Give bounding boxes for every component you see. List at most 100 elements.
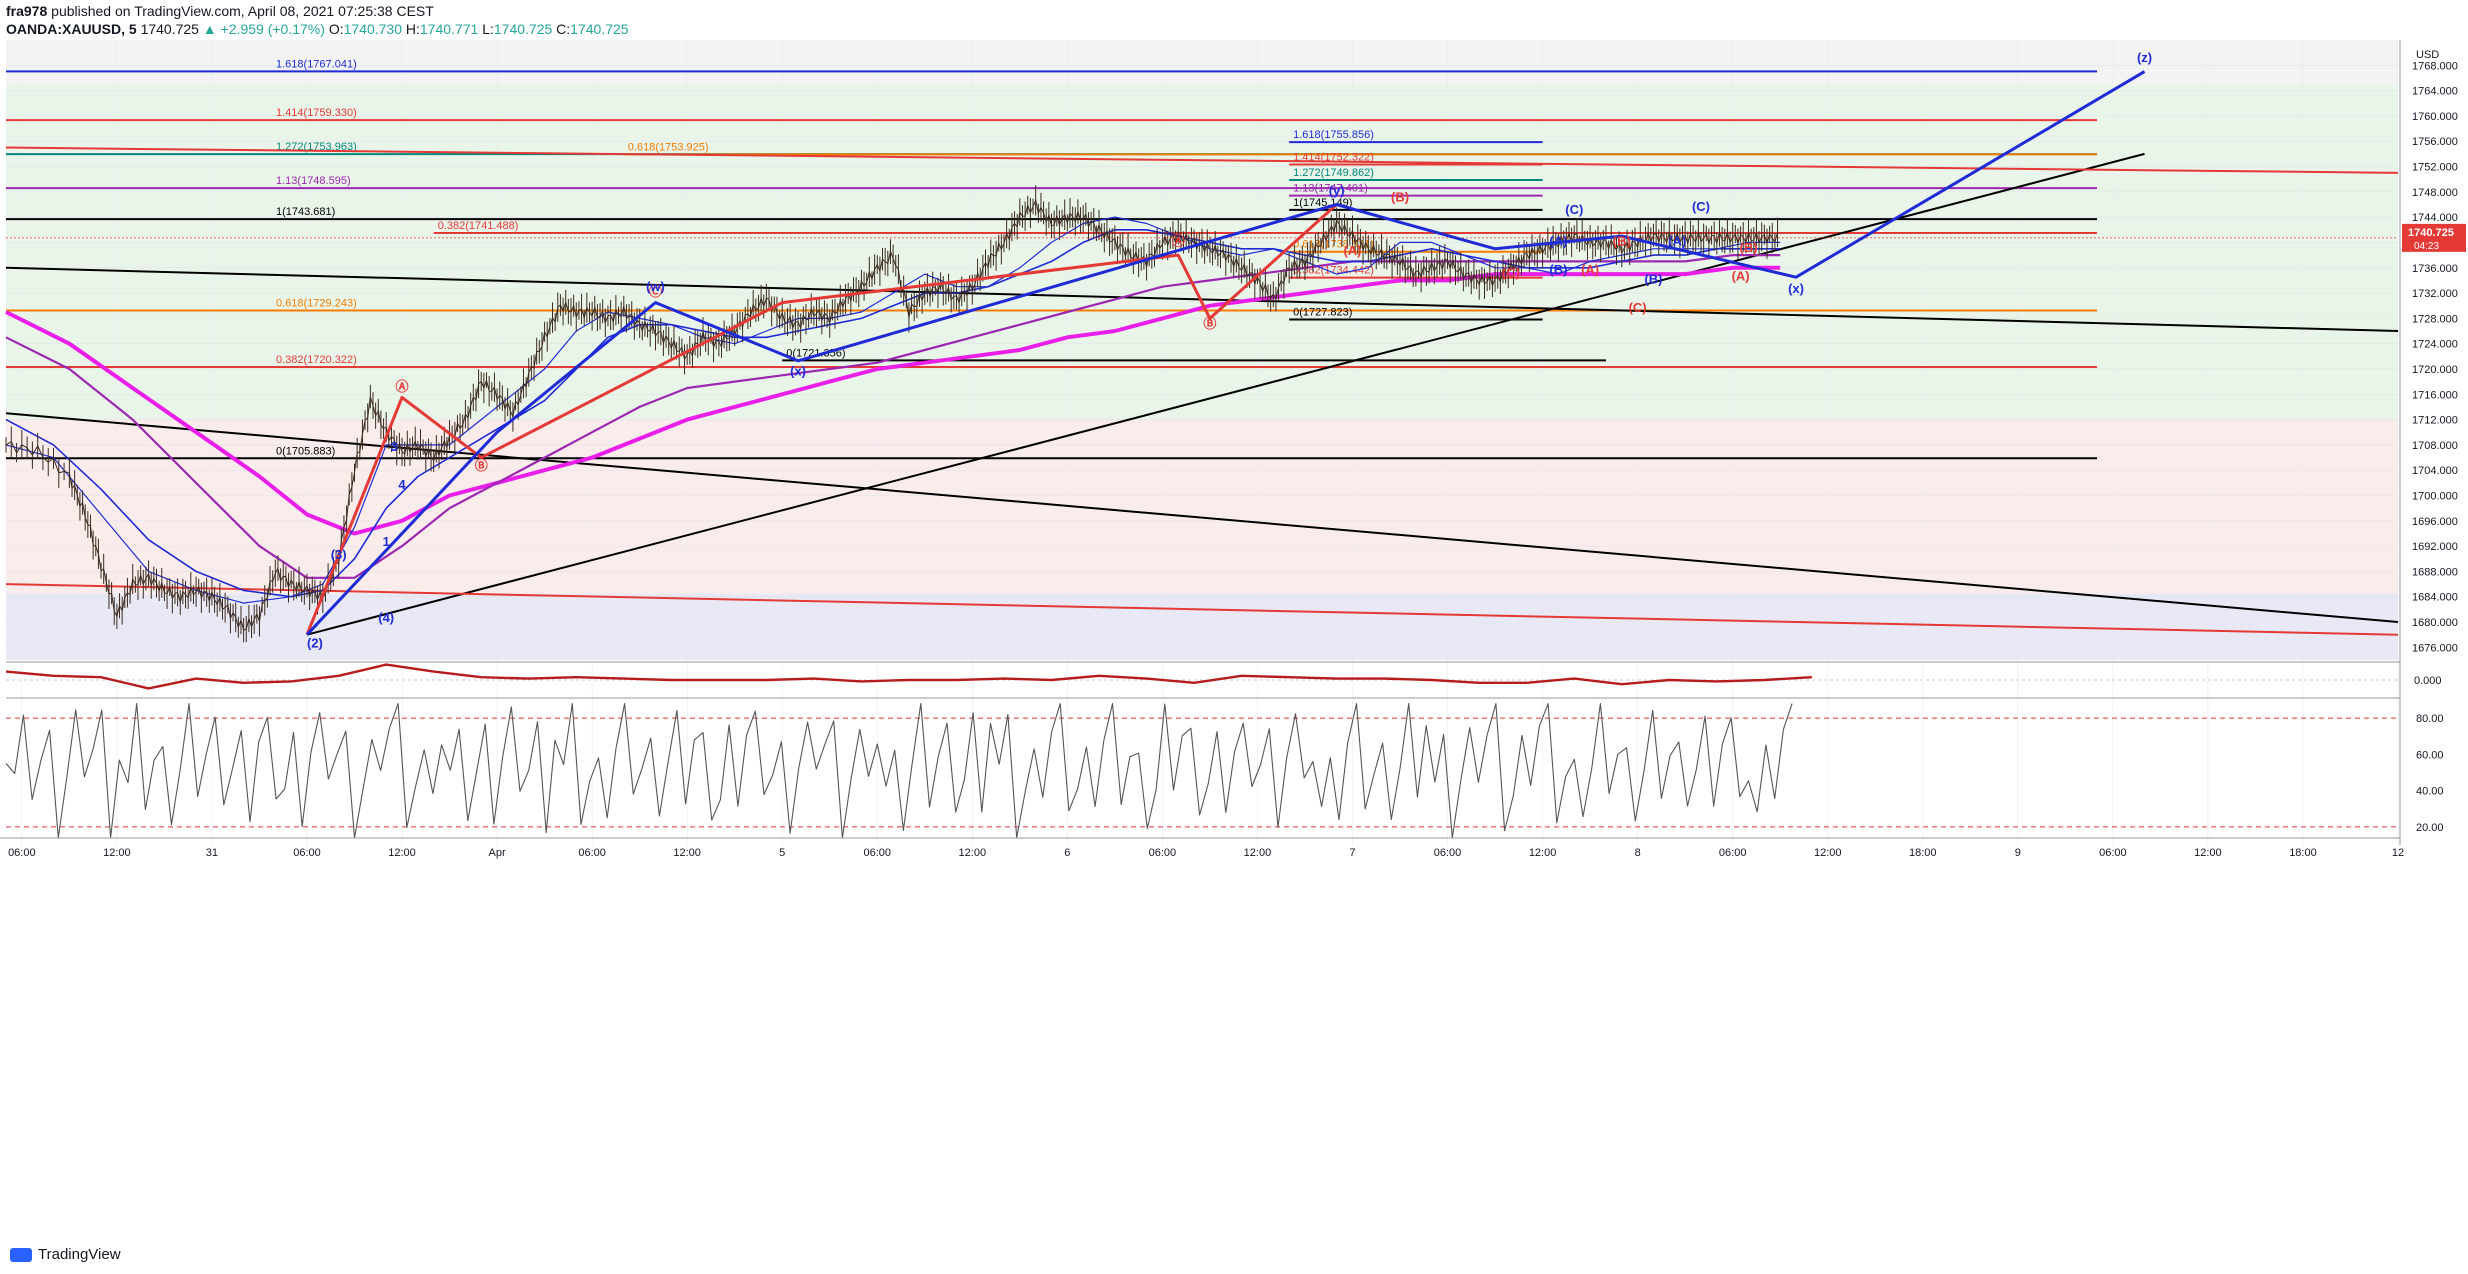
wave-label: (C)	[1502, 265, 1520, 280]
open-value: 1740.730	[343, 21, 402, 37]
wave-label: (x)	[1788, 281, 1804, 296]
high-label: H:	[405, 21, 420, 37]
oscillator-pane-2	[5, 697, 2400, 839]
wave-label: Ⓐ	[396, 379, 409, 394]
chart-header: fra978 published on TradingView.com, Apr…	[6, 2, 629, 38]
fib-label: 0.382(1741.488)	[438, 220, 519, 232]
up-channel-black	[306, 152, 2145, 636]
time-tick: 06:00	[863, 847, 891, 859]
price-tick: 1684.000	[2412, 592, 2458, 604]
wave-label: 3	[390, 439, 397, 454]
price-tick: 1764.000	[2412, 86, 2458, 98]
price-tick: 1732.000	[2412, 288, 2458, 300]
price-axis[interactable]: 1676.000 1680.000 1684.000 1688.000 1692.000…	[2399, 40, 2468, 845]
fib-levels: 1.618(1767.041)1.414(1759.330)1.272(1753…	[6, 58, 2098, 460]
red-long-trend	[5, 146, 2399, 174]
zone-top	[6, 40, 2398, 85]
time-tick: 06:00	[1149, 847, 1177, 859]
time-tick: 12:00	[959, 847, 987, 859]
price-tick: 1680.000	[2412, 617, 2458, 629]
ohlc-line: OANDA:XAUUSD, 5 1740.725 ▲ +2.959 (+0.17…	[6, 20, 629, 38]
time-tick: 7	[1349, 847, 1355, 859]
wave-paths	[305, 70, 2146, 636]
fib-label: 1.618(1767.041)	[276, 58, 357, 70]
fib-label: 1.414(1759.330)	[276, 107, 357, 119]
wave-label: (B)	[1391, 189, 1409, 204]
wave-label: (A)	[1668, 234, 1686, 249]
osc2-tick: 20.00	[2416, 822, 2444, 834]
time-axis[interactable]: 06:00 12:00 31 06:00 12:00 Apr 06:00 12:00 5 06:0…	[0, 837, 2404, 859]
wave-label: (x)	[790, 363, 806, 378]
price-tick: 1712.000	[2412, 415, 2458, 427]
high-value: 1740.771	[419, 21, 479, 37]
fib-label: 1.13(1747.401)	[1293, 183, 1368, 195]
wave-label: Ⓑ	[475, 458, 488, 473]
time-tick: 12:00	[1244, 847, 1272, 859]
published-text: published on TradingView.com, April 08, …	[51, 3, 434, 19]
footer: TradingView	[10, 1246, 121, 1263]
grid-lines	[6, 40, 2399, 845]
fib-label: 1.272(1749.862)	[1293, 167, 1374, 179]
price-tick: 1696.000	[2412, 516, 2458, 528]
ma-blue-slow	[5, 229, 1781, 598]
wave-label: (A)	[1343, 243, 1361, 258]
wave-label: (4)	[378, 610, 394, 625]
wave-label: (B)	[1644, 272, 1662, 287]
currency-label: USD	[2416, 49, 2439, 61]
price-change: ▲ +2.959 (+0.17%)	[202, 21, 325, 37]
wave-label: (B)	[1739, 240, 1757, 255]
time-tick: 06:00	[578, 847, 606, 859]
time-tick: 12:00	[2194, 847, 2222, 859]
fib-label: 1(1743.681)	[276, 206, 335, 218]
wave-label: (3)	[331, 547, 347, 562]
red-impulse	[305, 203, 1338, 636]
time-tick: 18:00	[1909, 847, 1937, 859]
wave-label: (C)	[1692, 199, 1710, 214]
price-tick: 1708.000	[2412, 440, 2458, 452]
fib-label: 0.618(1729.243)	[276, 298, 357, 310]
close-value: 1740.725	[570, 21, 629, 37]
low-value: 1740.725	[493, 21, 553, 37]
wave-labels: (2) (3) (4) 1 3 4 Ⓐ Ⓑ Ⓒ(w) (x) Ⓐ Ⓑ (y) (B) (A) (C) (C) (A…	[307, 50, 2152, 650]
publish-line: fra978 published on TradingView.com, Apr…	[6, 2, 629, 20]
time-tick: 9	[2015, 847, 2021, 859]
fib-label: 0(1727.823)	[1293, 306, 1352, 318]
wave-label: Ⓑ	[1203, 316, 1216, 331]
publisher-name[interactable]: fra978	[6, 3, 48, 19]
price-chart[interactable]: 1.618(1767.041)1.414(1759.330)1.272(1753…	[0, 40, 2468, 1246]
price-tick: 1760.000	[2412, 111, 2458, 123]
time-tick: 31	[206, 847, 218, 859]
price-tick: 1692.000	[2412, 541, 2458, 553]
price-tick: 1728.000	[2412, 313, 2458, 325]
time-tick: 06:00	[1434, 847, 1462, 859]
oscillator-1-line	[5, 663, 1812, 690]
price-tick: 1744.000	[2412, 212, 2458, 224]
wave-label: Ⓒ	[649, 284, 662, 299]
fib-label: 0.618(1753.925)	[628, 141, 709, 153]
zone-red	[6, 419, 2398, 594]
wave-label: (B)	[1613, 234, 1631, 249]
low-label: L:	[482, 21, 494, 37]
countdown-tag: 04:23	[2414, 241, 2439, 252]
last-price-tag: 1740.725	[2408, 227, 2454, 239]
wave-label: (C)	[1565, 202, 1583, 217]
time-tick: 06:00	[8, 847, 36, 859]
time-tick: 12:00	[103, 847, 131, 859]
wave-label: (A)	[1732, 268, 1750, 283]
wave-label: Ⓐ	[1172, 234, 1185, 249]
tradingview-logo-icon[interactable]	[10, 1247, 32, 1262]
fib-label: 0.382(1720.322)	[276, 354, 357, 366]
close-label: C:	[556, 21, 571, 37]
price-axis-bg	[2400, 40, 2468, 845]
wave-label: (A)	[1581, 262, 1599, 277]
time-tick: 12:00	[388, 847, 416, 859]
time-tick: 06:00	[293, 847, 321, 859]
last-price-badge	[2402, 223, 2466, 252]
price-tick: 1716.000	[2412, 389, 2458, 401]
osc2-tick: 80.00	[2416, 713, 2444, 725]
price-series	[5, 185, 2398, 643]
time-tick: 12:00	[1814, 847, 1842, 859]
symbol-label[interactable]: OANDA:XAUUSD, 5	[6, 21, 137, 37]
wave-label: (B)	[1549, 262, 1567, 277]
fib-label: 0(1705.883)	[276, 445, 335, 457]
